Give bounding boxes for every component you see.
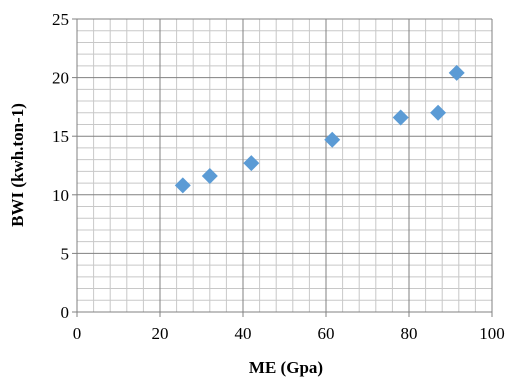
x-tick-label: 0 <box>73 324 82 343</box>
y-tick-label: 15 <box>52 127 69 146</box>
x-tick-label: 20 <box>152 324 169 343</box>
y-tick-label: 5 <box>61 244 70 263</box>
y-tick-label: 10 <box>52 186 69 205</box>
data-point <box>174 177 191 194</box>
x-tick-label: 60 <box>318 324 335 343</box>
data-point <box>324 131 341 148</box>
x-tick-label: 80 <box>401 324 418 343</box>
x-axis-title: ME (Gpa) <box>249 358 323 377</box>
x-tick-label: 100 <box>479 324 505 343</box>
y-tick-label: 0 <box>61 303 70 322</box>
minor-grid <box>77 19 492 312</box>
data-points <box>174 64 465 194</box>
major-grid <box>77 18 493 312</box>
axes <box>72 18 493 317</box>
y-tick-labels: 0 5 10 15 20 25 <box>52 10 69 322</box>
x-tick-label: 40 <box>235 324 252 343</box>
y-tick-label: 20 <box>52 69 69 88</box>
data-point <box>430 104 447 121</box>
data-point <box>448 64 465 81</box>
data-point <box>201 168 218 185</box>
x-tick-labels: 0 20 40 60 80 100 <box>73 324 505 343</box>
y-axis-title: BWI (kwh.ton-1) <box>8 103 27 227</box>
data-point <box>392 109 409 126</box>
y-tick-label: 25 <box>52 10 69 29</box>
data-point <box>243 155 260 172</box>
